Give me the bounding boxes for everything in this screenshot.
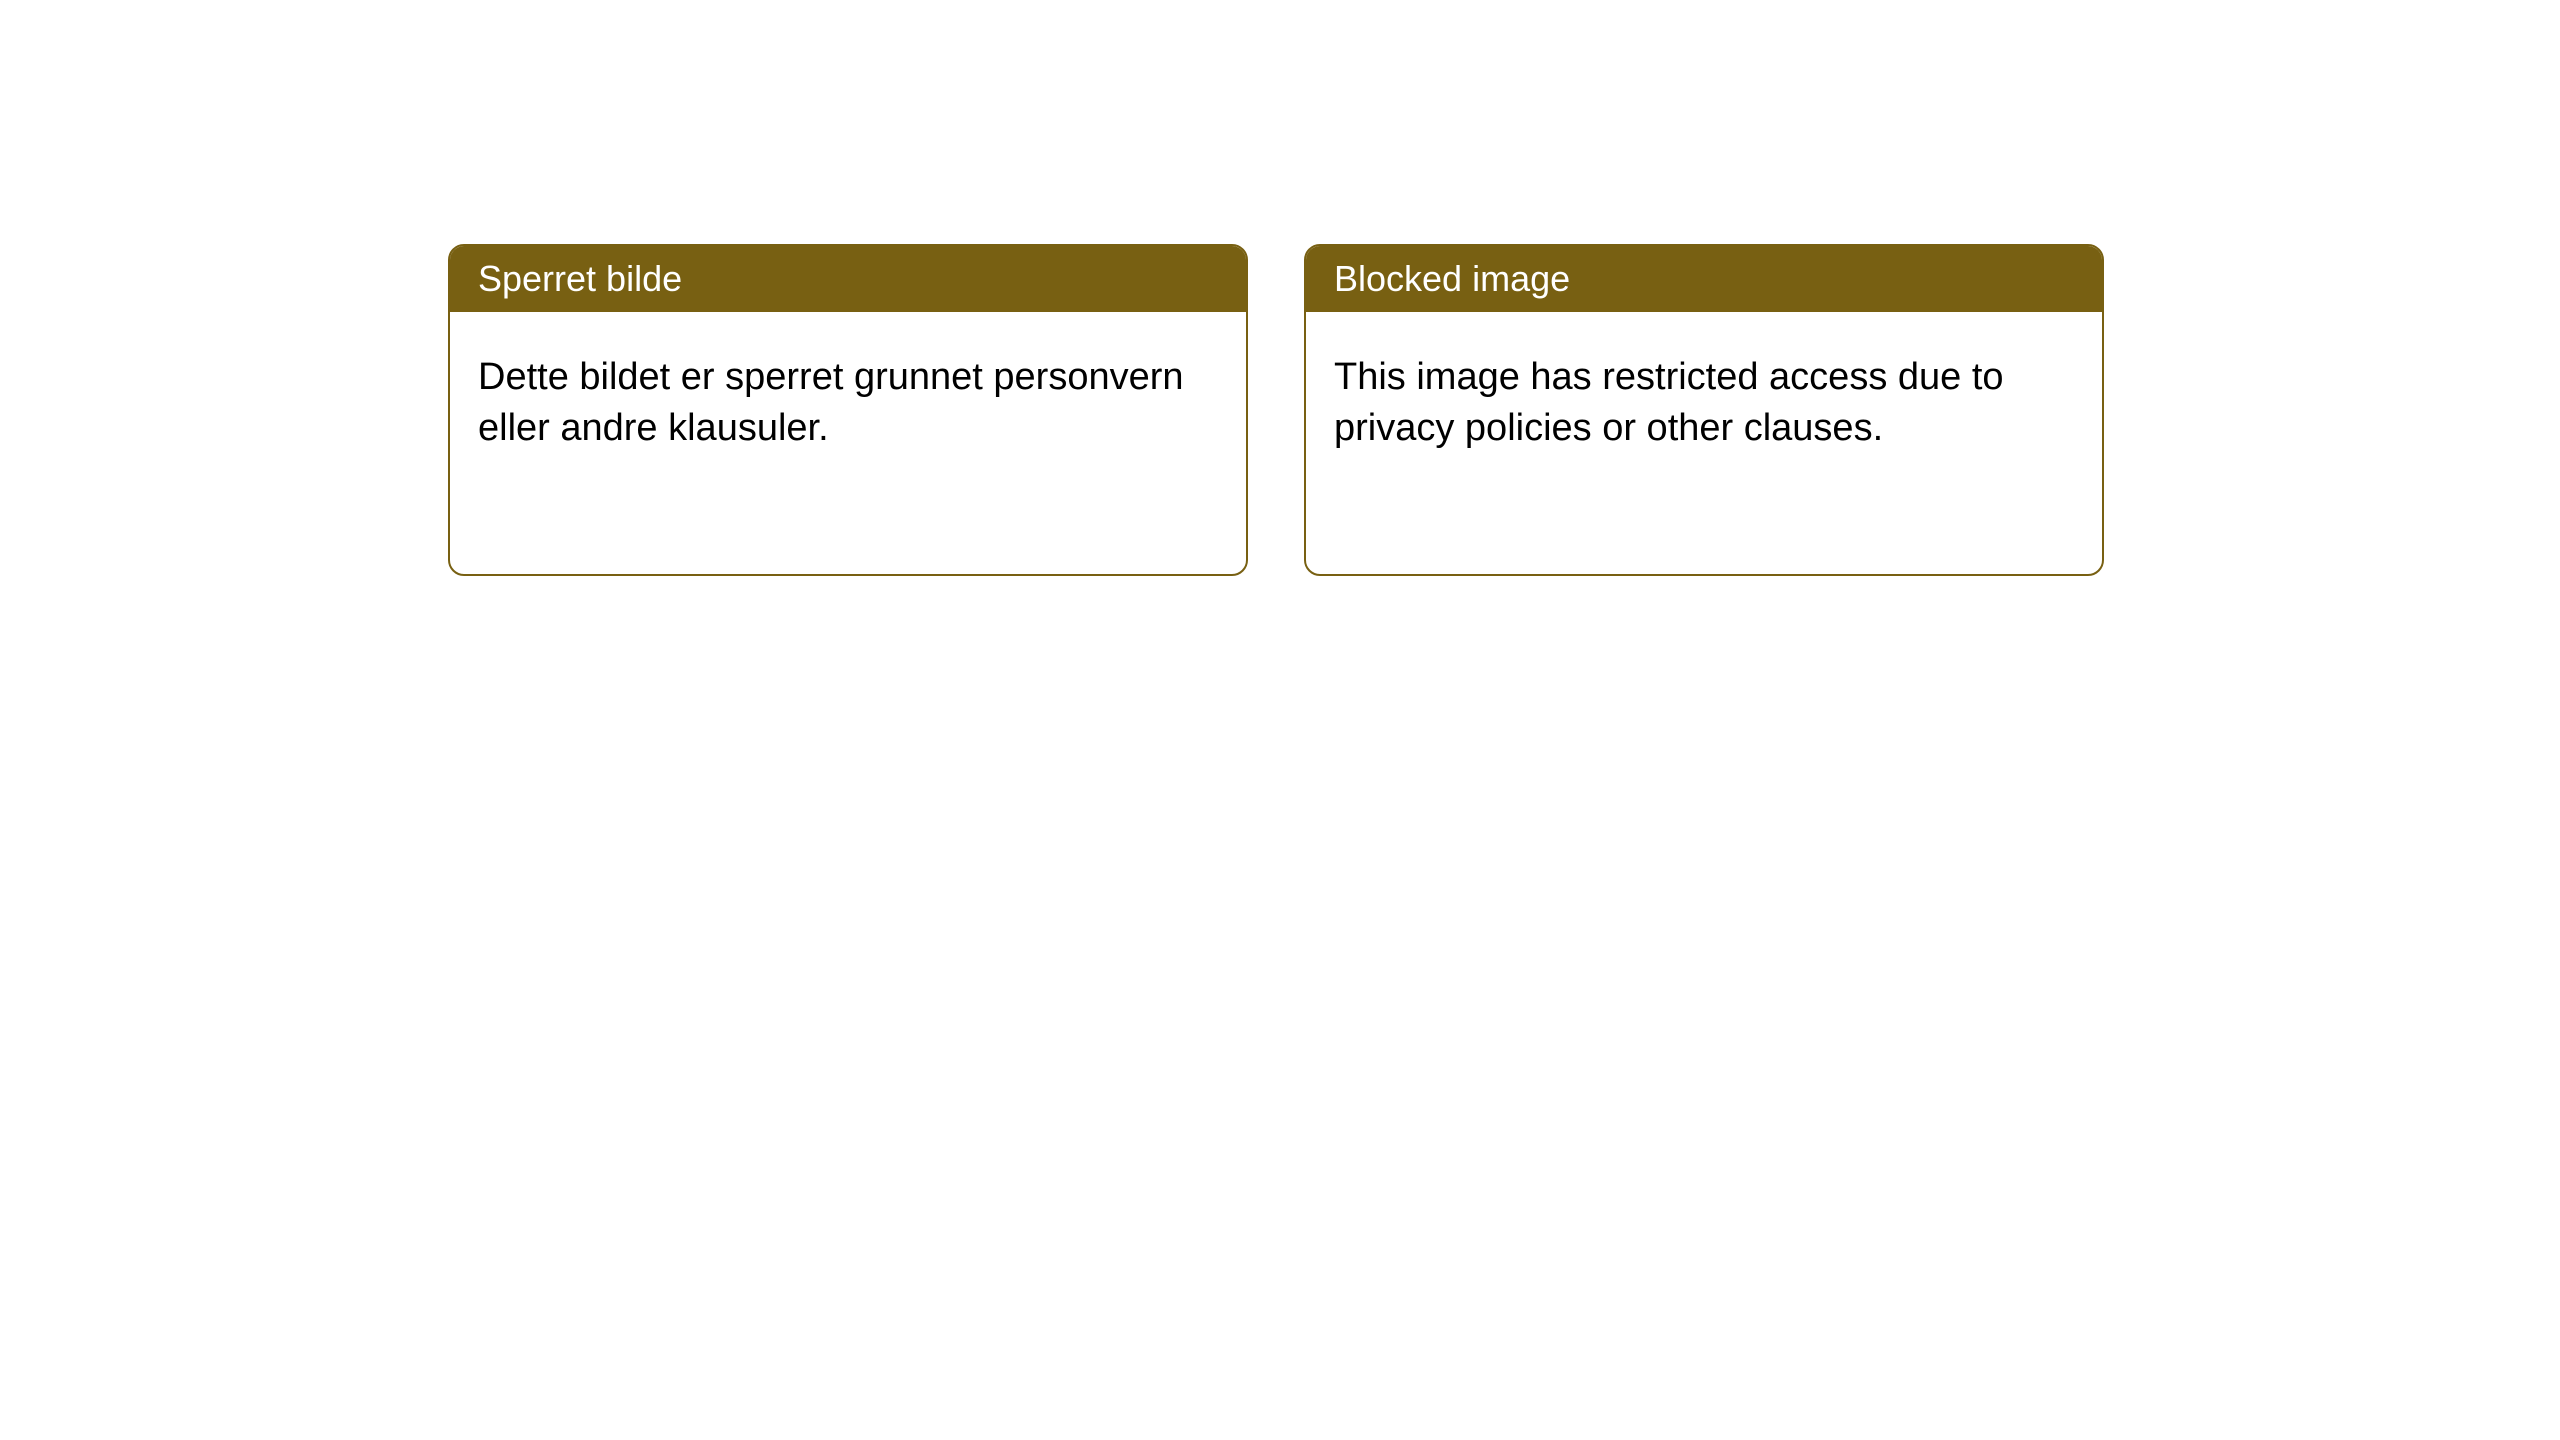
card-title: Blocked image	[1306, 246, 2102, 312]
notice-container: Sperret bilde Dette bildet er sperret gr…	[0, 0, 2560, 576]
notice-card-norwegian: Sperret bilde Dette bildet er sperret gr…	[448, 244, 1248, 576]
notice-card-english: Blocked image This image has restricted …	[1304, 244, 2104, 576]
card-body-text: This image has restricted access due to …	[1306, 312, 2102, 495]
card-body-text: Dette bildet er sperret grunnet personve…	[450, 312, 1246, 495]
card-title: Sperret bilde	[450, 246, 1246, 312]
